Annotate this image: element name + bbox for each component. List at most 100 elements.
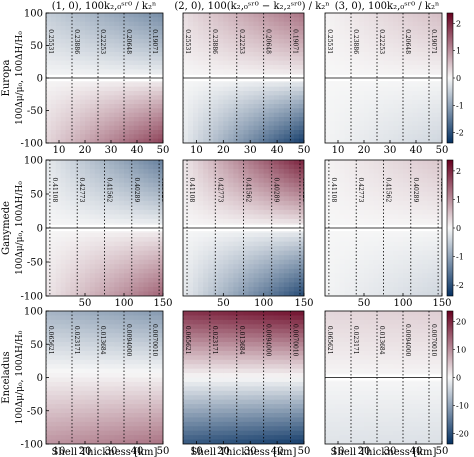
heat-cell [253, 34, 260, 40]
heat-cell [213, 13, 219, 18]
heat-cell [273, 117, 280, 122]
heat-cell [412, 218, 419, 225]
heat-cell [128, 205, 135, 211]
heat-cell [218, 121, 224, 127]
heat-cell [298, 182, 304, 188]
heat-cell [243, 52, 250, 57]
heat-cell [119, 91, 125, 96]
heat-cell [334, 104, 341, 109]
heat-cell [109, 214, 115, 220]
heat-cell [398, 30, 404, 36]
heat-cell [119, 26, 125, 31]
heat-cell [89, 191, 96, 197]
heat-cell [55, 86, 62, 92]
heat-cell [354, 60, 360, 66]
heat-cell [80, 324, 86, 330]
heat-cell [70, 430, 76, 436]
heat-cell [80, 337, 86, 343]
heat-cell [298, 178, 304, 184]
heat-cell [364, 65, 370, 70]
heat-cell [114, 435, 120, 441]
heat-cell [218, 60, 224, 66]
heat-cell [364, 121, 370, 127]
heat-cell [193, 125, 199, 131]
heat-cell [427, 232, 433, 238]
heat-cell [258, 187, 265, 193]
heat-cell [258, 182, 265, 188]
heat-cell [354, 214, 360, 220]
heat-cell [228, 69, 235, 75]
heat-cell [368, 273, 375, 279]
heat-cell [148, 259, 154, 265]
heat-cell [388, 205, 394, 211]
heat-cell [153, 117, 159, 122]
heat-cell [158, 43, 163, 49]
heat-cell [119, 191, 125, 197]
heat-cell [334, 69, 341, 75]
heat-cell [119, 435, 125, 441]
heat-cell [138, 191, 145, 197]
heat-cell [94, 200, 101, 206]
heat-cell [128, 191, 135, 197]
heat-cell [293, 268, 300, 274]
heat-cell [114, 368, 120, 374]
heat-cell [198, 273, 204, 279]
heat-cell [359, 214, 365, 220]
heat-cell [46, 286, 52, 293]
heat-cell [70, 160, 76, 166]
heat-cell [70, 169, 76, 175]
heat-cell [412, 69, 419, 75]
heat-cell [143, 95, 149, 101]
heat-cell [119, 218, 125, 225]
heat-cell [422, 178, 428, 184]
heat-cell [398, 112, 404, 118]
heat-cell [344, 39, 350, 44]
heat-cell [373, 82, 380, 88]
heat-cell [218, 232, 224, 238]
heat-cell [288, 13, 295, 18]
heat-cell [85, 130, 91, 135]
heat-cell [278, 17, 285, 23]
heat-cell [398, 26, 404, 31]
heat-cell [104, 255, 110, 261]
row-axis-label: 100Δμ/μ₀, 100ΔH/H₀ [15, 181, 25, 275]
heat-cell [119, 34, 125, 40]
heat-cell [60, 104, 67, 109]
heat-cell [75, 259, 81, 265]
heat-cell [368, 34, 375, 40]
heat-cell [339, 108, 346, 114]
heat-cell [203, 286, 209, 293]
heat-cell [55, 91, 62, 96]
heat-cell [359, 39, 365, 44]
heat-cell [124, 196, 130, 202]
heat-cell [378, 232, 385, 238]
heat-cell [373, 125, 380, 131]
heat-cell [55, 381, 62, 387]
heat-cell [248, 286, 255, 293]
heat-cell [325, 39, 331, 44]
heat-cell [432, 277, 438, 283]
heat-cell [263, 86, 270, 92]
heat-cell [198, 191, 204, 197]
heat-cell [193, 191, 199, 197]
heat-cell [339, 200, 346, 206]
heat-cell [119, 273, 125, 279]
heat-cell [407, 264, 414, 270]
heat-cell [65, 95, 71, 101]
heat-cell [80, 282, 86, 288]
heat-cell [437, 108, 442, 114]
heat-cell [344, 69, 350, 75]
heat-cell [393, 43, 399, 49]
heat-cell [403, 65, 409, 70]
heat-cell [94, 282, 101, 288]
heat-cell [75, 395, 81, 401]
heat-cell [238, 164, 245, 170]
heat-cell [203, 30, 209, 36]
heat-cell [233, 200, 240, 206]
heat-cell [46, 52, 52, 57]
heat-cell [60, 95, 67, 101]
heat-cell [263, 282, 270, 288]
heat-cell [238, 65, 245, 70]
heat-cell [60, 214, 67, 220]
heat-cell [412, 82, 419, 88]
